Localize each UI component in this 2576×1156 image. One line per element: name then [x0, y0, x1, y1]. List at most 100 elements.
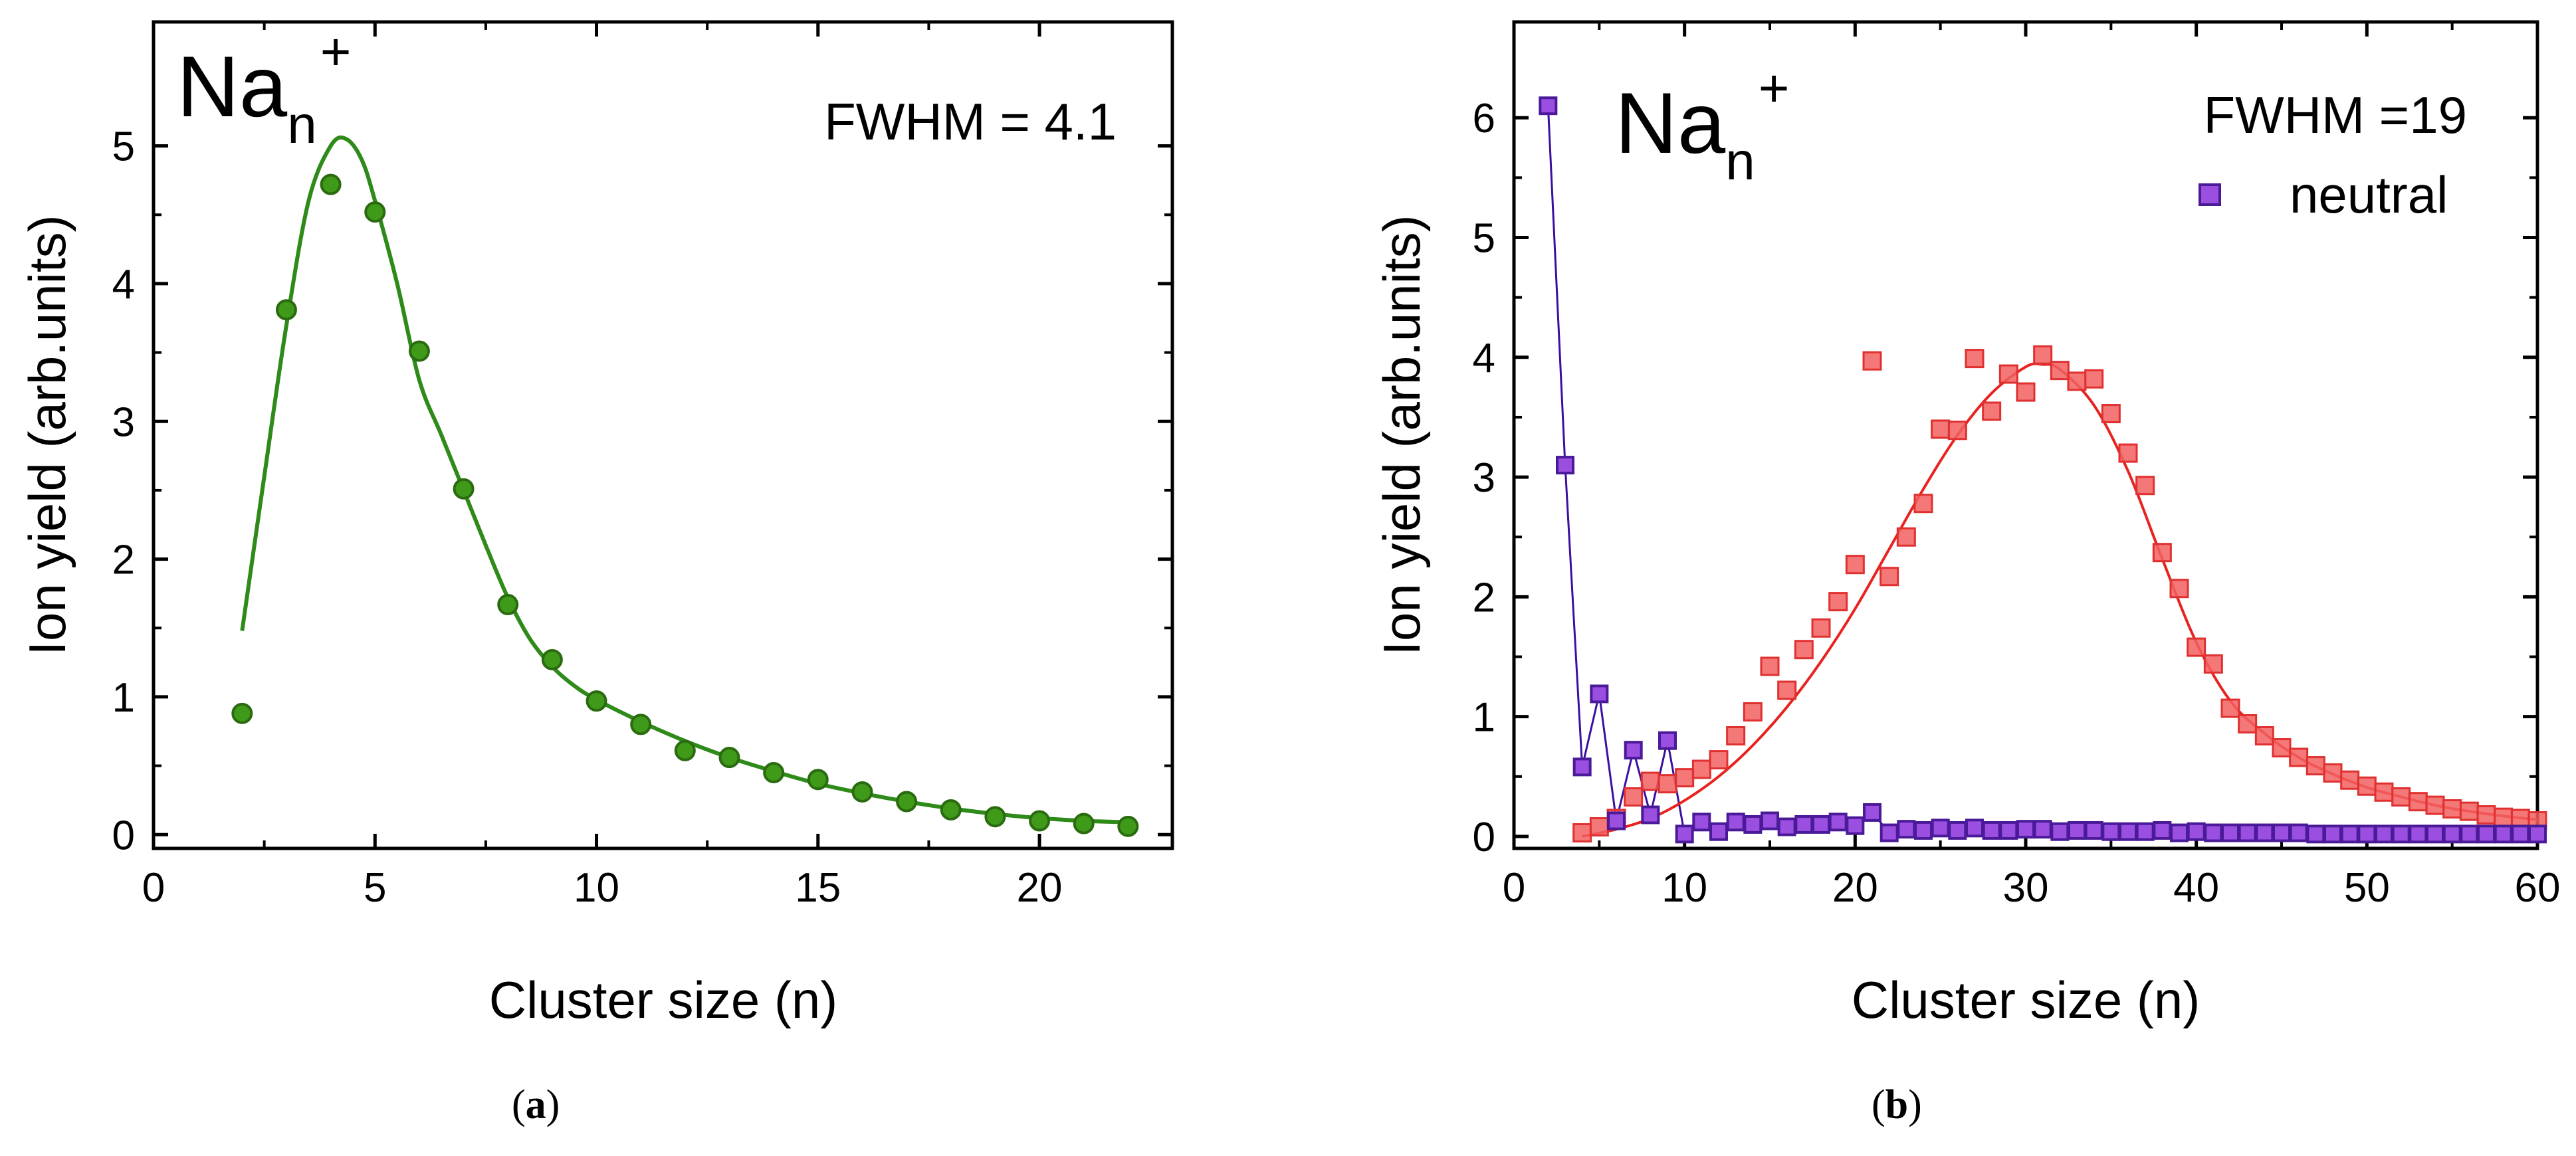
- panel-b-y-tick-label: 3: [1473, 455, 1495, 501]
- panel-b-ion-point: [2050, 361, 2070, 381]
- panel-b-ion-point: [2238, 714, 2258, 733]
- panel-b-ion-point: [1658, 774, 1677, 794]
- panel-b-neutral-point: [2272, 823, 2291, 842]
- panel-b-neutral-point: [2119, 822, 2137, 841]
- panel-a-x-tick-label: 20: [1017, 865, 1063, 911]
- panel-b-neutral-point: [1999, 820, 2018, 840]
- panel-b-neutral-point: [1590, 684, 1609, 704]
- panel-b-neutral-point: [2033, 820, 2052, 839]
- panel-b-ion-point: [1589, 817, 1609, 837]
- panel-a-data-point: [940, 799, 962, 820]
- panel-b-neutral-point: [2255, 823, 2274, 842]
- panel-b-neutral-point: [2084, 820, 2103, 840]
- panel-b-ion-point: [2442, 799, 2462, 819]
- panel-b-neutral-point: [2306, 824, 2325, 844]
- panel-a-y-tick-label: 5: [112, 124, 135, 170]
- panel-b-ion-point: [1760, 656, 1780, 676]
- panel-b-neutral-point: [1846, 816, 1865, 835]
- legend-neutral-label: neutral: [2290, 165, 2448, 224]
- panel-b-y-tick-label: 6: [1473, 96, 1495, 142]
- panel-b-neutral-point: [2442, 824, 2462, 844]
- panel-b-ion-point: [2323, 763, 2343, 783]
- panel-b-neutral-point: [1931, 819, 1950, 838]
- panel-b-ion-point: [2476, 805, 2496, 825]
- panel-b-ion-point: [2510, 809, 2530, 828]
- panel-a-x-axis-label: Cluster size (n): [489, 971, 837, 1029]
- panel-b-legend: neutral: [2199, 165, 2448, 224]
- panel-a-axes-ticks: 0 5 10 15 20 0 1 2 3 4 5: [112, 22, 1172, 911]
- panel-b-neutral-point: [1675, 824, 1694, 844]
- panel-b-ion-point: [1931, 419, 1951, 439]
- panel-a-data-point: [586, 690, 607, 712]
- panel-b-ion-point: [1691, 759, 1711, 779]
- panel-a-data-point: [984, 806, 1006, 828]
- panel-b-neutral-point: [1982, 820, 2001, 840]
- panel-b-x-tick-label: 0: [1503, 865, 1525, 911]
- panel-a: 0 5 10 15 20 0 1 2 3 4 5 Nan+ FWHM = 4.1 Cluster s…: [18, 20, 1174, 1029]
- panel-b-ion-point: [2101, 404, 2121, 424]
- panel-b-neutral-point: [1726, 813, 1745, 832]
- panel-b-neutral-points: [1539, 96, 2547, 844]
- panel-b-y-tick-label: 5: [1473, 216, 1495, 262]
- panel-b-neutral-point: [2221, 823, 2240, 842]
- panel-b-neutral-point: [2323, 824, 2342, 844]
- panel-b-y-tick-label: 4: [1473, 336, 1495, 381]
- panel-b-ion-point: [1726, 726, 1746, 746]
- panel-a-data-point: [320, 173, 342, 195]
- panel-a-caption: (a): [512, 1082, 560, 1127]
- panel-b-ion-point: [1845, 555, 1865, 575]
- panel-b-neutral-point: [2460, 824, 2479, 844]
- panel-b-ion-point: [1624, 787, 1644, 807]
- panel-b-neutral-point: [1709, 822, 1728, 841]
- panel-a-species-label: Nan+: [177, 22, 351, 154]
- panel-b-ion-point: [2289, 747, 2309, 767]
- panel-b-ion-points: [1572, 345, 2547, 843]
- panel-b-species-label: Nan+: [1615, 58, 1789, 191]
- panel-b-neutral-point: [2426, 824, 2444, 844]
- panel-b-ion-point: [1896, 527, 1916, 547]
- panel-a-data-point: [718, 747, 740, 769]
- panel-b-y-tick-label: 1: [1473, 695, 1495, 741]
- legend-neutral-swatch: [2199, 183, 2221, 206]
- panel-a-frame: [152, 20, 1174, 850]
- panel-b-x-tick-label: 50: [2344, 865, 2390, 911]
- panel-b-ion-point: [1982, 401, 2002, 421]
- panel-a-data-point: [275, 299, 297, 321]
- panel-a-x-tick-label: 5: [364, 865, 386, 911]
- panel-a-data-point: [541, 648, 563, 670]
- panel-a-y-tick-label: 1: [112, 675, 135, 721]
- panel-b-ion-point: [2152, 543, 2172, 563]
- panel-b-neutral-point: [1692, 813, 1711, 832]
- panel-b-neutral-point: [2204, 823, 2223, 842]
- panel-b-neutral-point: [1624, 741, 1643, 760]
- panel-b-ion-point: [1709, 750, 1729, 770]
- panel-b-ion-point: [2408, 792, 2428, 812]
- panel-b-ion-point: [2187, 637, 2206, 657]
- panel-b-neutral-point: [2494, 824, 2513, 844]
- panel-b-neutral-point: [2187, 822, 2206, 841]
- panel-b-ion-point: [1777, 680, 1797, 700]
- panel-b-y-axis-label: Ion yield (arb.units): [1372, 215, 1431, 655]
- panel-b-fwhm-label: FWHM =19: [2203, 86, 2467, 144]
- panel-b-ion-point: [1947, 421, 1967, 440]
- panel-a-data-point: [1073, 813, 1095, 834]
- panel-b-ion-point: [2254, 726, 2274, 746]
- panel-b-ion-point: [2374, 782, 2394, 802]
- panel-b-neutral-point: [1879, 823, 1899, 842]
- panel-b-neutral-point: [2477, 824, 2496, 844]
- panel-b-ion-point: [1675, 768, 1695, 788]
- panel-b-ion-point: [1828, 592, 1848, 612]
- panel-b-neutral-point: [2170, 823, 2189, 842]
- panel-b-ion-point: [2391, 787, 2411, 807]
- panel-b-ion-point: [2135, 476, 2155, 496]
- panel-b-neutral-point: [1607, 811, 1626, 830]
- panel-b-y-tick-label: 2: [1473, 575, 1495, 621]
- panel-b-neutral-point: [1658, 731, 1677, 750]
- panel-b-neutral-point: [1914, 820, 1933, 840]
- panel-b-ion-point: [1879, 567, 1899, 587]
- panel-b-neutral-point: [1863, 803, 1881, 822]
- panel-b-x-tick-label: 40: [2173, 865, 2219, 911]
- panel-b-ion-point: [1794, 640, 1814, 660]
- panel-b-ion-point: [1913, 494, 1933, 514]
- panel-a-data-point: [630, 714, 652, 735]
